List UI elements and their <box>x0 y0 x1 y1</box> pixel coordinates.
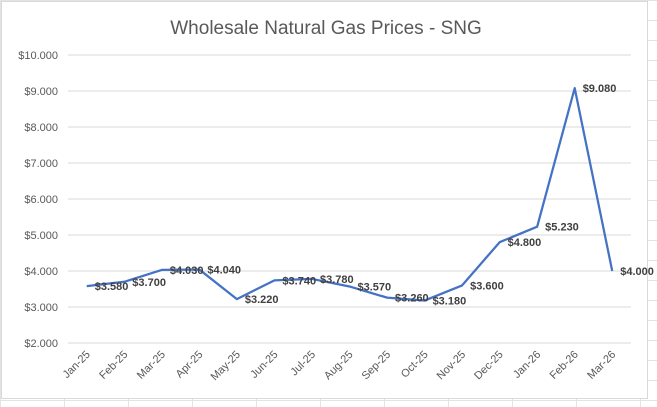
y-tick-label: $10.000 <box>18 50 58 62</box>
x-tick-label: Dec-25 <box>472 349 506 383</box>
x-tick-label: Nov-25 <box>435 349 469 383</box>
y-tick-label: $6.000 <box>24 194 58 206</box>
x-tick-label: Jan-25 <box>61 349 93 381</box>
data-label: $4.000 <box>620 266 654 278</box>
data-label: $3.580 <box>95 281 129 293</box>
x-tick-label: Oct-25 <box>399 349 431 381</box>
data-label: $3.740 <box>282 275 316 287</box>
x-tick-label: Feb-25 <box>97 349 130 382</box>
y-tick-label: $3.000 <box>24 302 58 314</box>
x-tick-label: Jan-26 <box>511 349 543 381</box>
data-label: $3.700 <box>132 277 166 289</box>
data-label: $3.780 <box>320 274 354 286</box>
data-label: $3.600 <box>470 280 504 292</box>
y-tick-label: $2.000 <box>24 338 58 350</box>
x-tick-label: Mar-25 <box>135 349 168 382</box>
data-label: $4.800 <box>508 237 542 249</box>
data-label: $3.260 <box>395 293 429 305</box>
x-tick-label: Jun-25 <box>248 349 280 381</box>
y-tick-label: $8.000 <box>24 122 58 134</box>
x-tick-label: May-25 <box>209 349 243 383</box>
x-tick-label: Aug-25 <box>322 349 356 383</box>
y-tick-label: $5.000 <box>24 230 58 242</box>
data-label: $4.030 <box>170 265 204 277</box>
chart-title: Wholesale Natural Gas Prices - SNG <box>170 18 482 39</box>
price-series-line <box>86 86 614 302</box>
x-tick-label: Feb-26 <box>548 349 581 382</box>
data-label: $3.180 <box>433 296 467 308</box>
data-label: $5.230 <box>545 222 579 234</box>
x-tick-label: Jul-25 <box>288 349 318 379</box>
y-tick-label: $9.000 <box>24 86 58 98</box>
data-label: $3.570 <box>358 281 392 293</box>
data-label: $9.080 <box>583 83 617 95</box>
x-tick-label: Mar-26 <box>585 349 618 382</box>
y-tick-label: $7.000 <box>24 158 58 170</box>
data-label: $4.040 <box>207 265 241 277</box>
x-tick-label: Sep-25 <box>360 349 394 383</box>
y-tick-label: $4.000 <box>24 266 58 278</box>
x-tick-label: Apr-25 <box>174 349 206 381</box>
chart-area[interactable] <box>1 1 648 399</box>
data-label: $3.220 <box>245 294 279 306</box>
